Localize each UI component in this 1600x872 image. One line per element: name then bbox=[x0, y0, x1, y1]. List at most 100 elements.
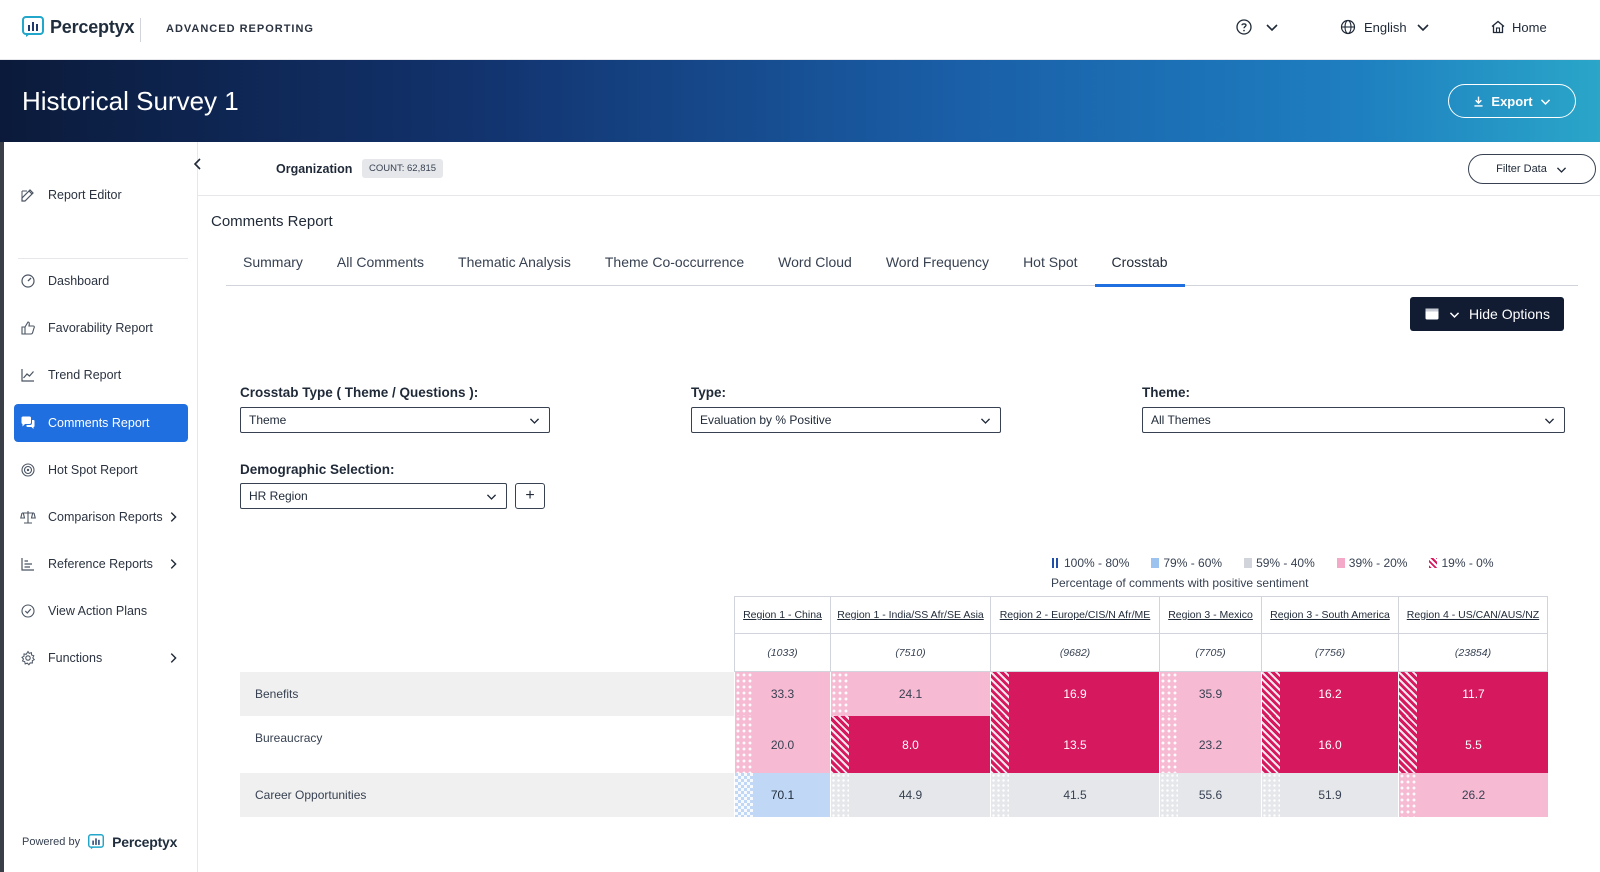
cell-value: 35.9 bbox=[1198, 687, 1223, 701]
sidebar-item-reference-reports[interactable]: Reference Reports bbox=[14, 545, 188, 583]
tab-word-cloud[interactable]: Word Cloud bbox=[778, 254, 852, 270]
column-header[interactable]: Region 1 - China bbox=[734, 596, 830, 634]
target-icon bbox=[21, 463, 35, 477]
legend-item: 100% - 80% bbox=[1052, 556, 1129, 570]
tab-word-frequency[interactable]: Word Frequency bbox=[885, 254, 990, 270]
cell-value: 33.3 bbox=[770, 687, 795, 701]
tab-hot-spot[interactable]: Hot Spot bbox=[1023, 254, 1078, 270]
sidebar-item-comparison-reports[interactable]: Comparison Reports bbox=[14, 498, 188, 536]
chevron-right-icon bbox=[170, 512, 177, 522]
top-bar: Perceptyx ADVANCED REPORTING English Hom… bbox=[0, 0, 1600, 60]
sidebar-item-favorability-report[interactable]: Favorability Report bbox=[14, 309, 188, 347]
sidebar-item-functions[interactable]: Functions bbox=[14, 639, 188, 677]
add-demographic-button[interactable]: + bbox=[515, 483, 545, 509]
tab-theme-co-occurrence[interactable]: Theme Co-occurrence bbox=[604, 254, 745, 270]
crosstab-cell[interactable]: 11.7 bbox=[1398, 672, 1548, 716]
cell-pattern bbox=[735, 716, 753, 773]
panel-icon bbox=[1425, 308, 1439, 320]
column-header[interactable]: Region 2 - Europe/CIS/N Afr/ME bbox=[990, 596, 1159, 634]
cell-value: 44.9 bbox=[898, 788, 923, 802]
brand-logo[interactable]: Perceptyx bbox=[22, 16, 134, 38]
tab-thematic-analysis[interactable]: Thematic Analysis bbox=[458, 254, 571, 270]
crosstab-cell[interactable]: 5.5 bbox=[1398, 716, 1548, 773]
crosstab-cell[interactable]: 16.2 bbox=[1261, 672, 1398, 716]
cell-pattern bbox=[991, 773, 1009, 817]
cell-value: 16.0 bbox=[1318, 737, 1342, 752]
chevron-down-icon bbox=[1544, 417, 1555, 424]
crosstab-cell[interactable]: 44.9 bbox=[830, 773, 990, 817]
legend-swatch bbox=[1429, 558, 1438, 568]
crosstab-cell[interactable]: 23.2 bbox=[1159, 716, 1261, 773]
topbar-divider bbox=[140, 18, 141, 42]
cell-value: 23.2 bbox=[1198, 737, 1223, 752]
sidebar-item-view-action-plans[interactable]: View Action Plans bbox=[14, 592, 188, 630]
crosstab-cell[interactable]: 24.1 bbox=[830, 672, 990, 716]
language-menu[interactable]: English bbox=[1340, 19, 1431, 35]
cell-value: 41.5 bbox=[1063, 788, 1087, 802]
hide-options-label: Hide Options bbox=[1469, 306, 1550, 322]
crosstab-type-label: Crosstab Type ( Theme / Questions ): bbox=[240, 385, 479, 400]
legend-swatch bbox=[1336, 558, 1345, 568]
type-select[interactable]: Evaluation by % Positive bbox=[691, 407, 1001, 433]
legend-label: 100% - 80% bbox=[1064, 556, 1130, 570]
sidebar-item-dashboard[interactable]: Dashboard bbox=[14, 262, 188, 300]
tab-crosstab[interactable]: Crosstab bbox=[1094, 240, 1185, 287]
sidebar-item-comments-report[interactable]: Comments Report bbox=[14, 404, 188, 442]
crosstab-type-select[interactable]: Theme bbox=[240, 407, 550, 433]
crosstab-cell[interactable]: 55.6 bbox=[1159, 773, 1261, 817]
crosstab-cell[interactable]: 13.5 bbox=[990, 716, 1159, 773]
help-icon bbox=[1236, 19, 1252, 35]
crosstab-cell[interactable]: 26.2 bbox=[1398, 773, 1548, 817]
cell-value: 51.9 bbox=[1318, 788, 1342, 802]
sidebar-item-report-editor[interactable]: Report Editor bbox=[14, 176, 188, 214]
row-label: Career Opportunities bbox=[240, 773, 734, 817]
cell-pattern bbox=[1262, 672, 1280, 716]
legend-item: 19% - 0% bbox=[1429, 556, 1494, 570]
crosstab-cell[interactable]: 20.0 bbox=[734, 716, 830, 773]
tab-all-comments[interactable]: All Comments bbox=[336, 254, 425, 270]
chevron-down-icon bbox=[980, 417, 991, 424]
crosstab-cell[interactable]: 16.9 bbox=[990, 672, 1159, 716]
crosstab-cell[interactable]: 8.0 bbox=[830, 716, 990, 773]
crosstab-cell[interactable]: 16.0 bbox=[1261, 716, 1398, 773]
sidebar-item-trend-report[interactable]: Trend Report bbox=[14, 356, 188, 394]
sidebar-item-label: Reference Reports bbox=[48, 557, 153, 571]
cell-pattern bbox=[1160, 672, 1178, 716]
crosstab-cell[interactable]: 33.3 bbox=[734, 672, 830, 716]
sidebar-item-label: Report Editor bbox=[48, 188, 122, 202]
column-header[interactable]: Region 3 - Mexico bbox=[1159, 596, 1261, 634]
scale-icon bbox=[20, 511, 36, 524]
legend-item: 79% - 60% bbox=[1151, 556, 1222, 570]
column-count: (23854) bbox=[1398, 634, 1548, 672]
column-header[interactable]: Region 1 - India/SS Afr/SE Asia bbox=[830, 596, 990, 634]
demographic-select[interactable]: HR Region bbox=[240, 483, 507, 509]
home-link[interactable]: Home bbox=[1490, 19, 1547, 35]
collapse-sidebar-icon[interactable] bbox=[190, 156, 206, 172]
powered-by-label: Powered by bbox=[22, 836, 81, 848]
cell-pattern bbox=[1399, 773, 1417, 817]
sidebar-item-hot-spot-report[interactable]: Hot Spot Report bbox=[14, 451, 188, 489]
legend-swatch bbox=[1052, 558, 1060, 568]
chevron-down-icon bbox=[529, 417, 540, 424]
crosstab-cell[interactable]: 35.9 bbox=[1159, 672, 1261, 716]
column-count: (7705) bbox=[1159, 634, 1261, 672]
hide-options-button[interactable]: Hide Options bbox=[1410, 297, 1564, 331]
cell-value: 70.1 bbox=[770, 788, 795, 802]
crosstab-cell[interactable]: 70.1 bbox=[734, 773, 830, 817]
theme-select[interactable]: All Themes bbox=[1142, 407, 1565, 433]
filter-data-button[interactable]: Filter Data bbox=[1468, 154, 1596, 184]
crosstab-cell[interactable]: 51.9 bbox=[1261, 773, 1398, 817]
sidebar-item-label: Favorability Report bbox=[48, 321, 153, 335]
column-header[interactable]: Region 4 - US/CAN/AUS/NZ bbox=[1398, 596, 1548, 634]
help-menu[interactable] bbox=[1236, 19, 1280, 35]
legend-label: 79% - 60% bbox=[1163, 556, 1223, 570]
cell-value: 16.9 bbox=[1063, 687, 1087, 701]
column-header[interactable]: Region 3 - South America bbox=[1261, 596, 1398, 634]
tab-summary[interactable]: Summary bbox=[243, 254, 303, 270]
crosstab-cell[interactable]: 41.5 bbox=[990, 773, 1159, 817]
chevron-down-icon bbox=[1540, 98, 1550, 105]
export-button[interactable]: Export bbox=[1448, 84, 1576, 118]
cell-pattern bbox=[831, 773, 849, 817]
download-icon bbox=[1474, 96, 1483, 107]
product-name: ADVANCED REPORTING bbox=[166, 23, 314, 35]
